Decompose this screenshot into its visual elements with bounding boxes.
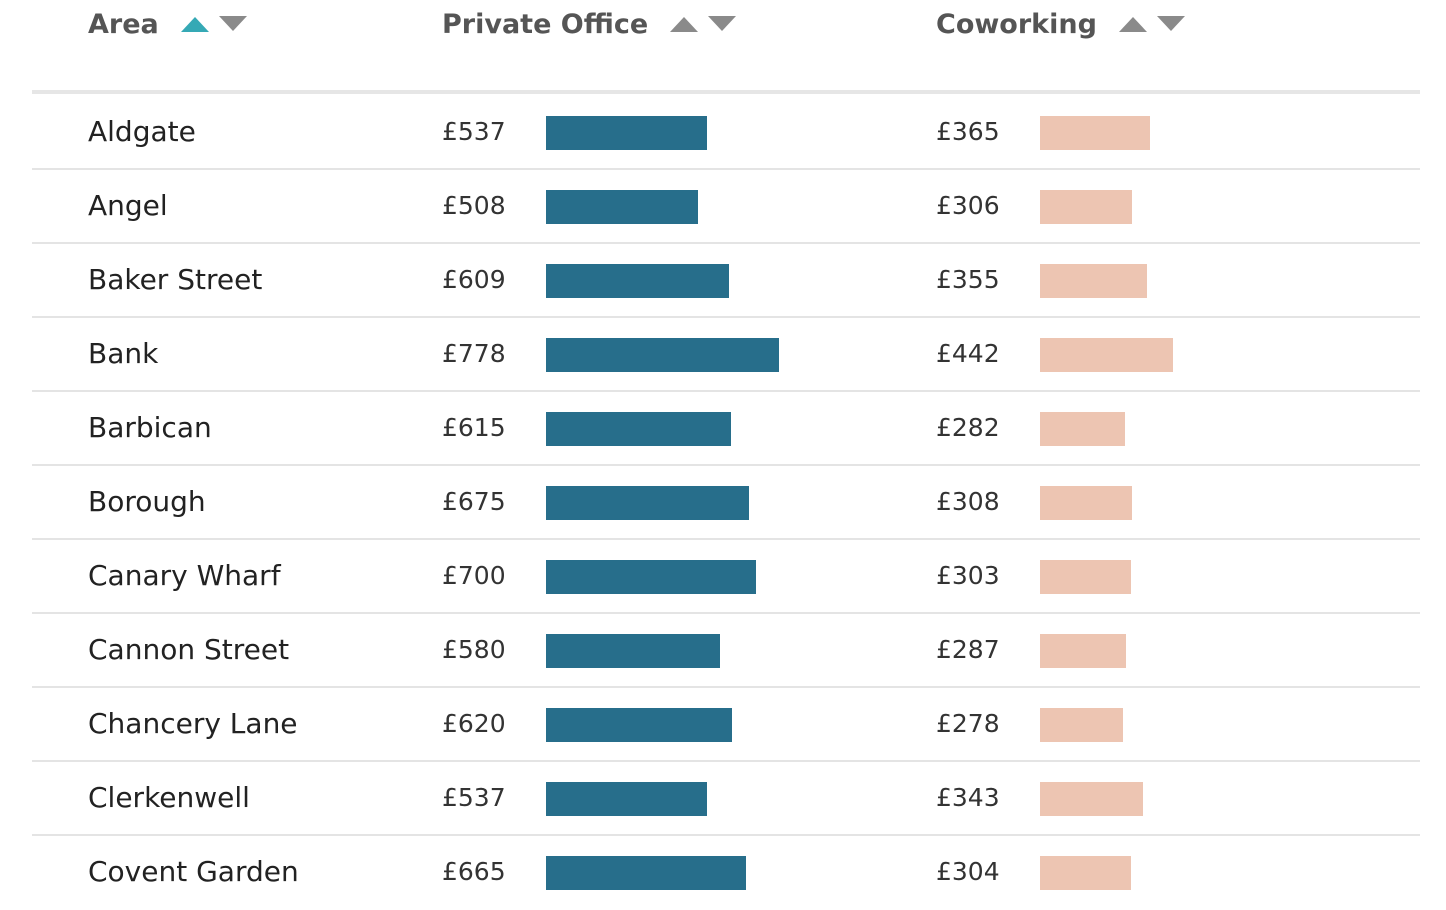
sort-descending-icon[interactable] [708,16,737,32]
private-office-bar [546,856,746,890]
sort-controls-coworking [1118,16,1185,32]
coworking-bar [1040,634,1126,668]
private-office-value: £665 [442,857,506,886]
private-office-bar [546,264,729,298]
coworking-bar [1040,486,1132,520]
area-name: Chancery Lane [88,707,298,740]
coworking-value: £278 [936,709,1000,738]
coworking-value: £306 [936,191,1000,220]
sort-ascending-icon[interactable] [180,16,209,32]
area-name: Borough [88,485,206,518]
table-row: Clerkenwell £537 £343 [32,760,1420,836]
private-office-value: £620 [442,709,506,738]
private-office-bar [546,338,779,372]
table-row: Chancery Lane £620 £278 [32,686,1420,762]
area-name: Clerkenwell [88,781,250,814]
private-office-value: £580 [442,635,506,664]
area-name: Cannon Street [88,633,290,666]
coworking-bar [1040,782,1143,816]
column-label-area: Area [88,8,159,40]
sort-controls-area [180,16,247,32]
sort-ascending-icon[interactable] [670,16,699,32]
column-header-area[interactable]: Area [88,4,247,44]
private-office-bar [546,634,720,668]
private-office-value: £537 [442,783,506,812]
coworking-bar [1040,856,1131,890]
column-label-private-office: Private Office [442,8,649,40]
area-name: Angel [88,189,168,222]
table-header: Area Private Office Coworking [32,0,1420,94]
private-office-bar [546,486,749,520]
area-name: Aldgate [88,115,196,148]
table-row: Angel £508 £306 [32,168,1420,244]
area-name: Bank [88,337,159,370]
column-label-coworking: Coworking [936,8,1097,40]
coworking-value: £442 [936,339,1000,368]
private-office-bar [546,708,732,742]
coworking-value: £282 [936,413,1000,442]
area-name: Canary Wharf [88,559,281,592]
private-office-value: £675 [442,487,506,516]
coworking-bar [1040,264,1147,298]
table-row: Barbican £615 £282 [32,390,1420,466]
sort-ascending-icon[interactable] [1118,16,1147,32]
private-office-value: £508 [442,191,506,220]
private-office-value: £700 [442,561,506,590]
coworking-bar [1040,708,1123,742]
column-header-private-office[interactable]: Private Office [442,4,737,44]
coworking-bar [1040,190,1132,224]
table-row: Cannon Street £580 £287 [32,612,1420,688]
coworking-value: £355 [936,265,1000,294]
sort-descending-icon[interactable] [1156,16,1185,32]
sort-descending-icon[interactable] [218,16,247,32]
table-row: Baker Street £609 £355 [32,242,1420,318]
private-office-bar [546,190,698,224]
coworking-value: £304 [936,857,1000,886]
rent-comparison-table: Area Private Office Coworking Aldgate £53… [32,0,1420,906]
table-row: Canary Wharf £700 £303 [32,538,1420,614]
area-name: Baker Street [88,263,263,296]
table-row: Aldgate £537 £365 [32,94,1420,170]
sort-controls-private-office [670,16,737,32]
private-office-value: £537 [442,117,506,146]
coworking-value: £365 [936,117,1000,146]
private-office-value: £778 [442,339,506,368]
coworking-bar [1040,560,1131,594]
private-office-bar [546,782,707,816]
private-office-value: £609 [442,265,506,294]
table-row: Bank £778 £442 [32,316,1420,392]
table-row: Borough £675 £308 [32,464,1420,540]
area-name: Covent Garden [88,855,299,888]
private-office-bar [546,560,756,594]
coworking-value: £287 [936,635,1000,664]
column-header-coworking[interactable]: Coworking [936,4,1185,44]
coworking-value: £303 [936,561,1000,590]
private-office-value: £615 [442,413,506,442]
coworking-bar [1040,338,1173,372]
coworking-bar [1040,412,1125,446]
coworking-bar [1040,116,1150,150]
private-office-bar [546,116,707,150]
private-office-bar [546,412,731,446]
coworking-value: £343 [936,783,1000,812]
table-row: Covent Garden £665 £304 [32,834,1420,908]
area-name: Barbican [88,411,212,444]
coworking-value: £308 [936,487,1000,516]
